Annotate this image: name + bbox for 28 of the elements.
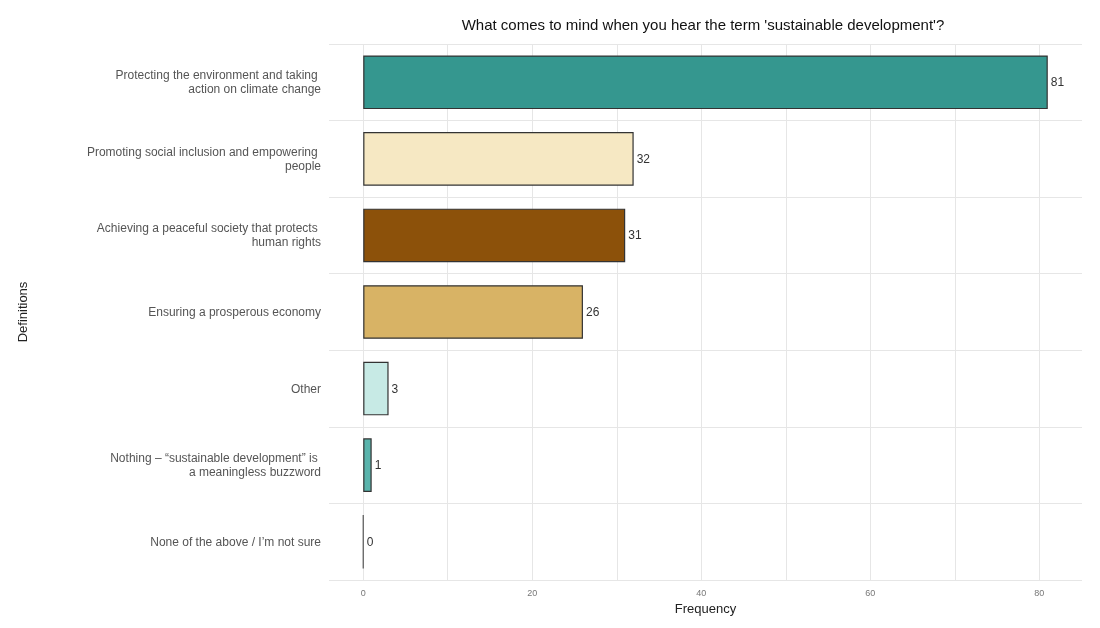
y-tick-label: Achieving a peaceful society that protects human rights: [96, 221, 321, 250]
x-axis-title: Frequency: [674, 601, 737, 616]
y-tick-label: Nothing – “sustainable development” is a meaningless buzzword: [110, 451, 321, 480]
x-tick-label: 40: [696, 587, 707, 598]
bar: [363, 285, 583, 339]
chart-title: What comes to mind when you hear the term 'sustainable development'?: [461, 16, 945, 33]
x-tick-label: 60: [865, 587, 876, 598]
bar: [363, 438, 372, 492]
y-tick-label: Protecting the environment and taking action on climate change: [115, 68, 322, 97]
data-label: 3: [391, 381, 399, 396]
data-label: 0: [366, 534, 374, 549]
x-tick-label: 0: [360, 587, 366, 598]
y-tick-label: Promoting social inclusion and empowering people: [86, 144, 322, 173]
data-label: 31: [628, 228, 642, 243]
bar: [363, 132, 634, 186]
data-label: 1: [374, 458, 382, 473]
bar: [363, 55, 1048, 110]
y-tick-label: Other: [290, 381, 321, 396]
y-axis-title: Definitions: [15, 281, 30, 343]
bar: [363, 208, 626, 263]
y-tick-label: None of the above / I’m not sure: [150, 534, 322, 549]
bar: [363, 361, 389, 416]
x-tick-label: 80: [1034, 587, 1045, 598]
data-label: 81: [1050, 75, 1065, 90]
y-tick-label: Ensuring a prosperous economy: [148, 305, 321, 319]
data-label: 26: [585, 305, 600, 319]
x-tick-label: 20: [527, 587, 538, 598]
data-label: 32: [636, 151, 651, 166]
